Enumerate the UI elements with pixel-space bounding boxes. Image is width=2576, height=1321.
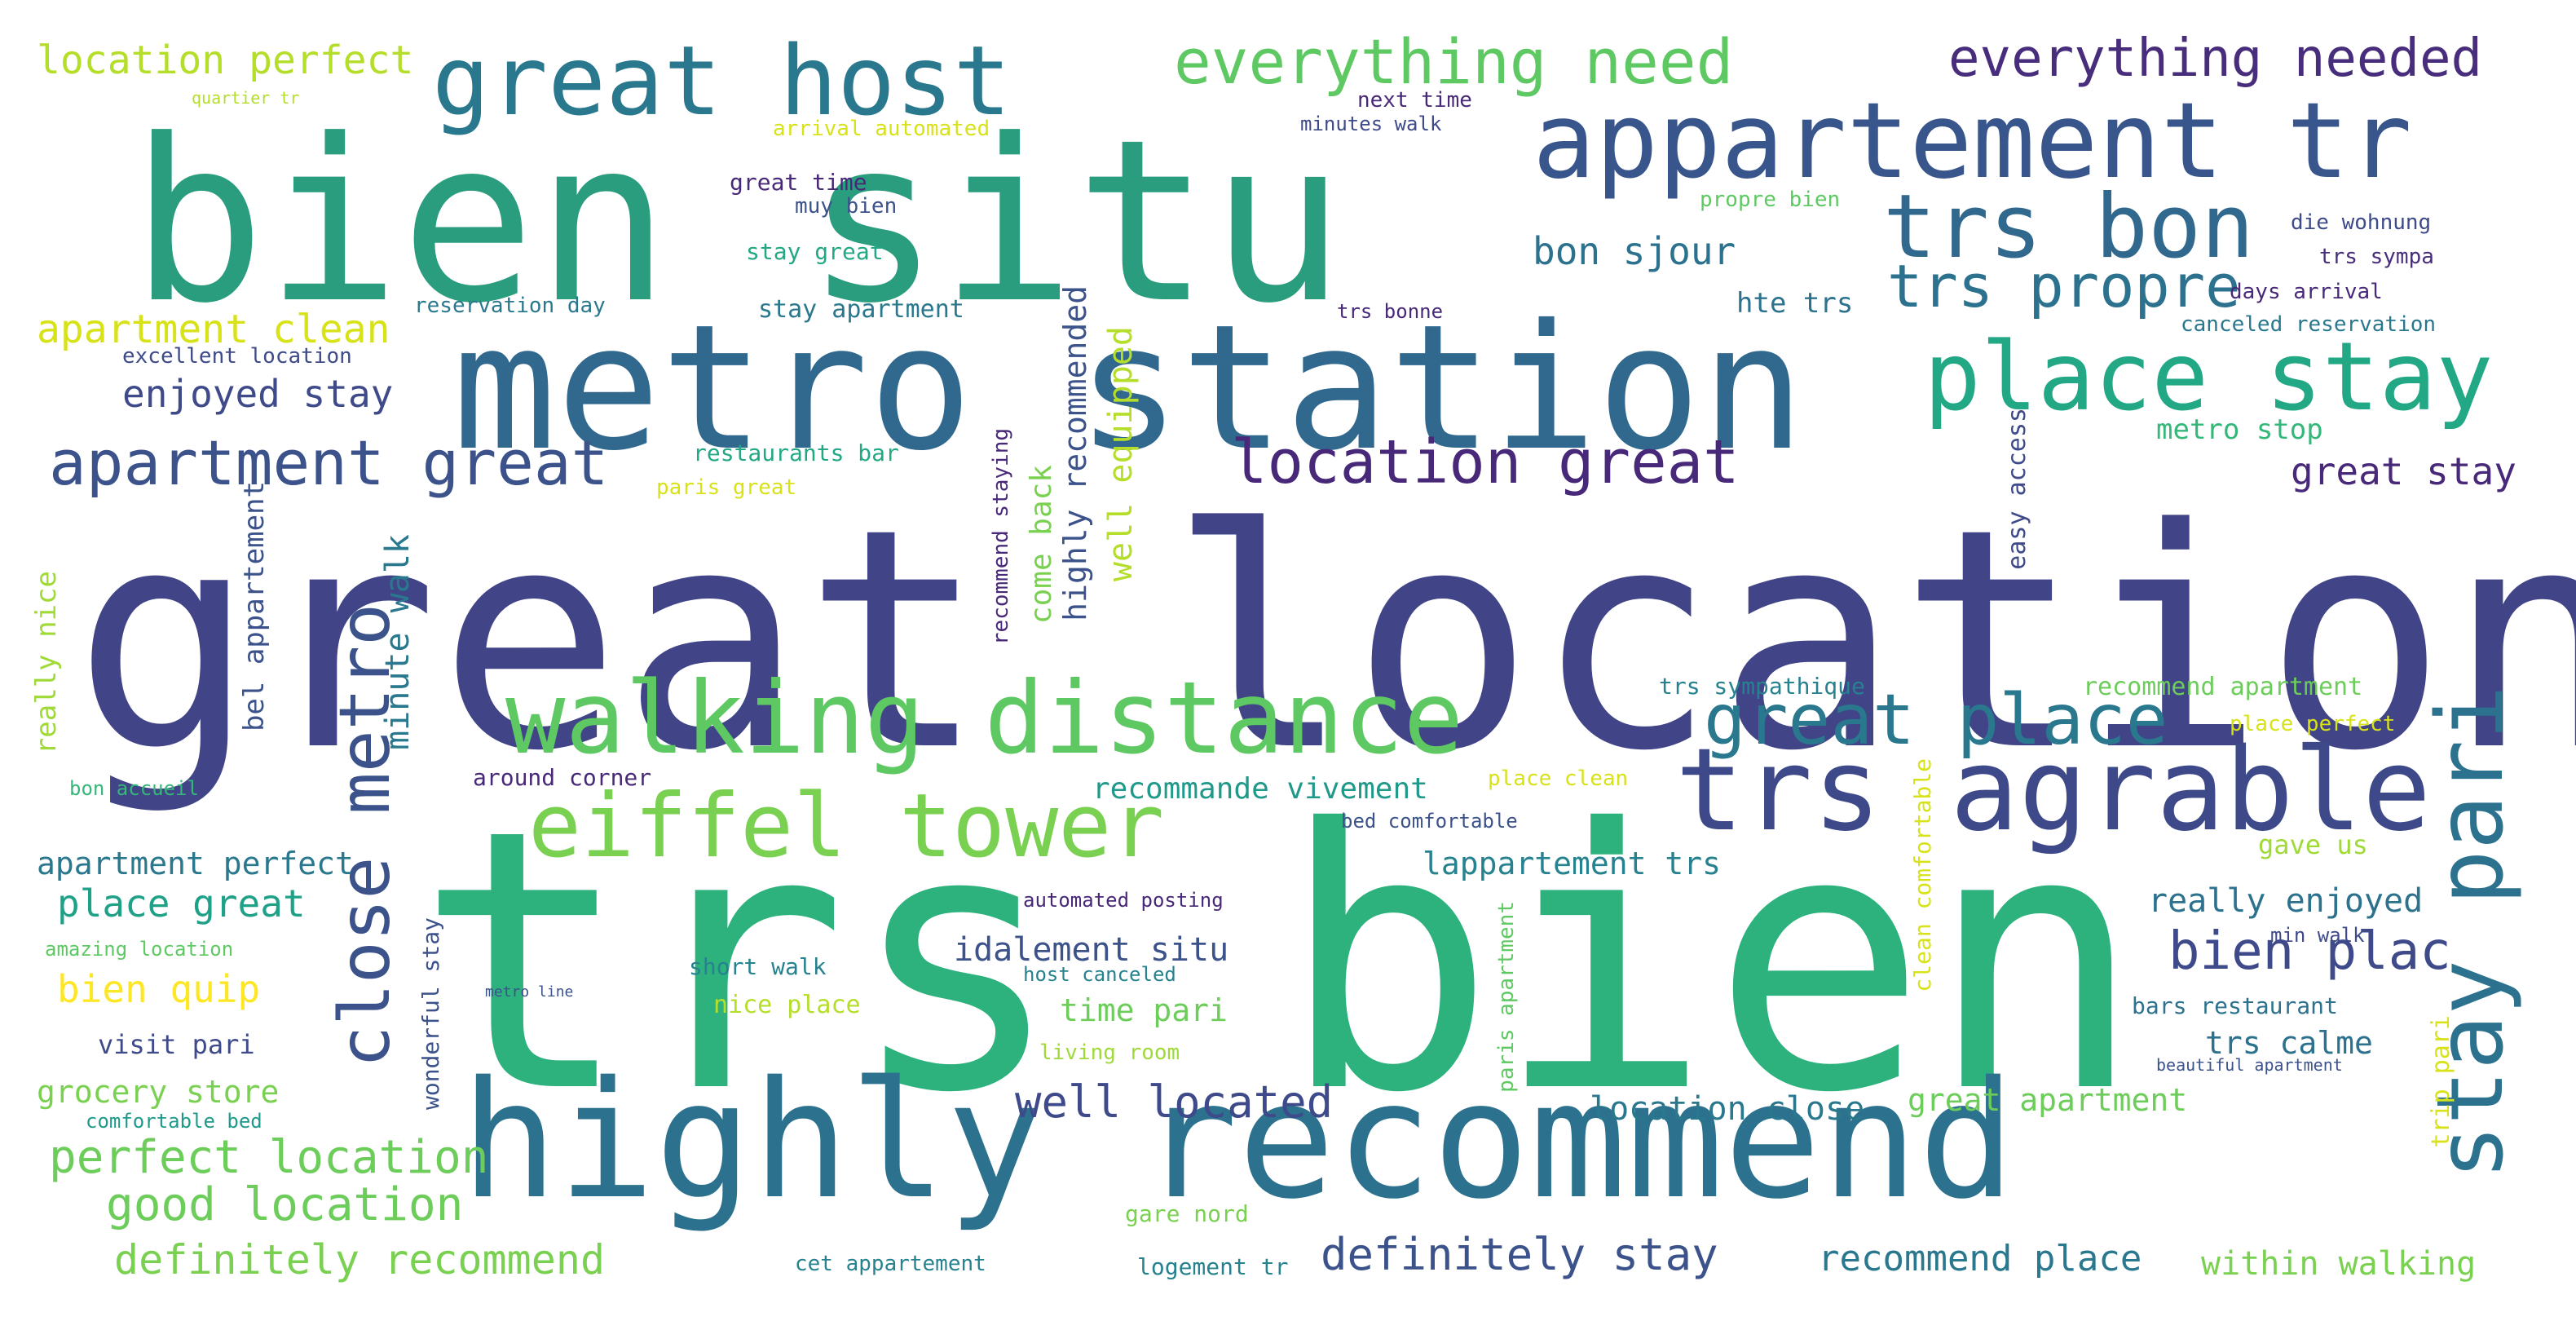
cloud-word: next time xyxy=(1357,88,1472,113)
cloud-word: recommend staying xyxy=(989,428,1013,646)
cloud-word: trip pari xyxy=(2427,1015,2455,1148)
cloud-word: bon sjour xyxy=(1533,229,1736,273)
cloud-word: die wohnung xyxy=(2291,210,2432,235)
cloud-word: grocery store xyxy=(37,1074,280,1110)
cloud-word: apartment perfect xyxy=(37,846,354,881)
cloud-word: trs calme xyxy=(2205,1025,2373,1061)
cloud-word: perfect location xyxy=(49,1131,489,1184)
cloud-word: bon accueil xyxy=(69,777,199,800)
cloud-word: definitely recommend xyxy=(114,1236,606,1283)
cloud-word: bien situ xyxy=(130,91,1346,352)
cloud-word: place perfect xyxy=(2230,712,2396,736)
cloud-word: canceled reservation xyxy=(2181,312,2437,337)
cloud-word: paris great xyxy=(656,475,797,500)
cloud-word: location close xyxy=(1590,1090,1865,1128)
cloud-word: muy bien xyxy=(795,194,898,219)
cloud-word: eiffel tower xyxy=(528,775,1165,877)
cloud-word: trs bien xyxy=(416,753,2144,1171)
cloud-word: trs sympa xyxy=(2319,245,2434,269)
cloud-word: bien plac xyxy=(2168,921,2451,982)
cloud-word: amazing location xyxy=(45,938,234,961)
cloud-word: great apartment xyxy=(1908,1082,2188,1118)
cloud-word: great host xyxy=(432,24,1012,137)
cloud-word: appartement tr xyxy=(1533,81,2412,202)
cloud-word: good location xyxy=(106,1178,464,1231)
cloud-word: min walk xyxy=(2270,924,2365,947)
cloud-word: bars restaurant xyxy=(2132,992,2338,1019)
cloud-word: trs bon xyxy=(1883,176,2255,278)
cloud-word: location great xyxy=(1231,427,1740,497)
cloud-word: automated posting xyxy=(1023,889,1224,912)
cloud-word: easy access xyxy=(2003,408,2031,570)
cloud-word: minutes walk xyxy=(1300,113,1442,135)
cloud-word: stay great xyxy=(746,238,884,265)
cloud-word: trs propre xyxy=(1887,252,2241,320)
cloud-word: trs bonne xyxy=(1337,300,1444,323)
cloud-word: excellent location xyxy=(122,344,352,369)
cloud-word: gave us xyxy=(2258,829,2368,860)
cloud-word: really enjoyed xyxy=(2148,882,2424,920)
cloud-word: within walking xyxy=(2201,1245,2477,1283)
cloud-word: hte trs xyxy=(1736,287,1854,320)
cloud-word: around corner xyxy=(473,764,652,791)
cloud-word: bed comfortable xyxy=(1341,810,1518,833)
cloud-word: paris apartment xyxy=(1494,901,1519,1093)
cloud-word: comfortable bed xyxy=(86,1110,262,1133)
cloud-word: wonderful stay xyxy=(417,917,444,1111)
cloud-word: nice place xyxy=(713,991,861,1019)
cloud-word: stay apartment xyxy=(758,295,964,324)
cloud-word: great place xyxy=(1704,679,2168,761)
cloud-word: host canceled xyxy=(1023,963,1176,986)
cloud-word: visit pari xyxy=(98,1029,255,1060)
cloud-word: lappartement trs xyxy=(1423,846,1722,881)
cloud-word: definitely stay xyxy=(1321,1229,1718,1280)
cloud-word: enjoyed stay xyxy=(122,372,394,416)
cloud-word: highly recommended xyxy=(1057,285,1093,621)
cloud-word: location perfect xyxy=(37,38,414,83)
cloud-word: place great xyxy=(57,881,306,926)
cloud-word: highly recommend xyxy=(461,1046,2016,1235)
cloud-word: everything need xyxy=(1174,25,1734,98)
cloud-word: walking distance xyxy=(505,660,1464,776)
cloud-word: living room xyxy=(1039,1040,1180,1065)
cloud-word: reservation day xyxy=(414,294,606,318)
cloud-word: gare nord xyxy=(1125,1200,1249,1227)
cloud-word: really nice xyxy=(30,571,63,755)
cloud-word: well equipped xyxy=(1102,326,1140,582)
cloud-word: trs sympathique xyxy=(1659,673,1865,700)
cloud-word: apartment clean xyxy=(37,307,390,352)
cloud-word: place clean xyxy=(1488,767,1629,791)
cloud-word: arrival automated xyxy=(773,117,990,141)
cloud-word: recommend apartment xyxy=(2083,673,2363,701)
cloud-word: logement tr xyxy=(1137,1253,1289,1280)
cloud-word: minute walk xyxy=(379,534,417,750)
cloud-word: well located xyxy=(1015,1076,1334,1128)
cloud-word: bel appartement xyxy=(238,481,271,732)
cloud-word: cet appartement xyxy=(795,1252,986,1276)
cloud-word: metro station xyxy=(452,287,1806,488)
cloud-word: metro stop xyxy=(2156,413,2323,446)
cloud-word: everything needed xyxy=(1948,29,2483,89)
cloud-word: recommande vivement xyxy=(1092,772,1428,806)
cloud-word: great stay xyxy=(2291,449,2516,493)
cloud-word: restaurants bar xyxy=(693,440,899,466)
cloud-word: bien quip xyxy=(57,967,261,1011)
cloud-word: great location xyxy=(73,464,2576,817)
cloud-word: come back xyxy=(1025,465,1058,625)
cloud-word: place stay xyxy=(1924,322,2494,432)
cloud-word: clean comfortable xyxy=(1909,758,1936,992)
cloud-word: recommend place xyxy=(1818,1238,2142,1279)
cloud-word: trs agrable xyxy=(1675,724,2432,857)
cloud-word: propre bien xyxy=(1700,188,1841,212)
cloud-word: apartment great xyxy=(49,426,609,499)
cloud-word: beautiful apartment xyxy=(2156,1055,2343,1075)
cloud-word: days arrival xyxy=(2230,280,2383,304)
cloud-word: quartier tr xyxy=(192,88,300,108)
cloud-word: metro line xyxy=(485,983,574,1001)
cloud-word: short walk xyxy=(689,953,827,980)
cloud-word: idalement situ xyxy=(954,931,1229,969)
cloud-word: great time xyxy=(730,169,867,196)
cloud-word: time pari xyxy=(1060,992,1228,1028)
